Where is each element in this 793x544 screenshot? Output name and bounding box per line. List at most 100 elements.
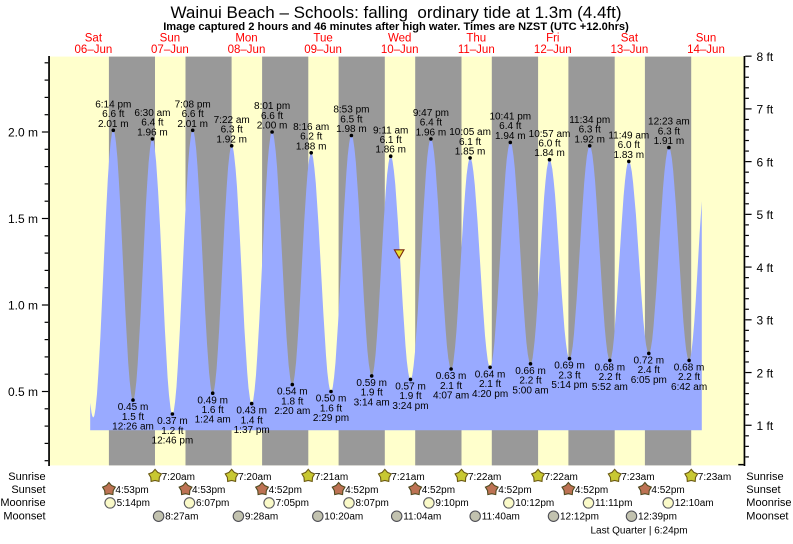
svg-text:6.5 ft: 6.5 ft — [340, 114, 362, 125]
svg-text:8:27am: 8:27am — [165, 512, 198, 523]
svg-text:7 ft: 7 ft — [757, 103, 774, 117]
svg-text:6:14 pm: 6:14 pm — [95, 99, 131, 110]
svg-text:0.54 m: 0.54 m — [277, 387, 308, 398]
svg-text:1.6 ft: 1.6 ft — [202, 405, 224, 416]
svg-text:1.98 m: 1.98 m — [336, 124, 367, 135]
svg-text:1.6 ft: 1.6 ft — [320, 403, 342, 414]
svg-text:11:40am: 11:40am — [482, 512, 520, 523]
svg-text:Moonset: Moonset — [3, 511, 45, 523]
svg-text:0.68 m: 0.68 m — [595, 363, 626, 374]
svg-text:6.6 ft: 6.6 ft — [102, 109, 124, 120]
svg-text:10:12pm: 10:12pm — [515, 498, 554, 509]
svg-text:Fri: Fri — [546, 33, 559, 45]
svg-text:7:23am: 7:23am — [698, 472, 731, 483]
svg-text:09–Jun: 09–Jun — [304, 44, 342, 56]
svg-text:4:20 pm: 4:20 pm — [472, 389, 508, 400]
svg-text:2:29 pm: 2:29 pm — [313, 413, 349, 424]
svg-text:7:20am: 7:20am — [238, 472, 271, 483]
svg-text:Sat: Sat — [85, 33, 103, 45]
svg-text:5:14 pm: 5:14 pm — [551, 380, 587, 391]
svg-text:9:11 am: 9:11 am — [373, 125, 408, 136]
svg-text:7:20am: 7:20am — [162, 472, 195, 483]
svg-text:8:16 am: 8:16 am — [293, 122, 329, 133]
svg-text:2.00 m: 2.00 m — [257, 121, 288, 132]
svg-text:4:52pm: 4:52pm — [269, 485, 302, 496]
svg-text:9:28am: 9:28am — [245, 512, 278, 523]
svg-text:5:14pm: 5:14pm — [117, 498, 150, 509]
svg-text:9:47 pm: 9:47 pm — [413, 108, 449, 119]
svg-text:0.68 m: 0.68 m — [674, 363, 705, 374]
svg-text:07–Jun: 07–Jun — [151, 44, 189, 56]
svg-text:4:52pm: 4:52pm — [345, 485, 378, 496]
svg-text:0.45 m: 0.45 m — [118, 402, 149, 413]
svg-text:1.88 m: 1.88 m — [296, 141, 327, 152]
svg-text:3:14 am: 3:14 am — [354, 397, 390, 408]
svg-text:2.01 m: 2.01 m — [98, 119, 129, 130]
svg-text:Sun: Sun — [696, 33, 716, 45]
svg-text:7:21am: 7:21am — [315, 472, 348, 483]
svg-text:6 ft: 6 ft — [757, 155, 774, 169]
svg-text:6.3 ft: 6.3 ft — [579, 125, 601, 136]
svg-text:1.85 m: 1.85 m — [455, 146, 486, 157]
svg-text:0.57 m: 0.57 m — [395, 382, 426, 393]
svg-text:12:46 pm: 12:46 pm — [152, 436, 194, 447]
svg-text:7:08 pm: 7:08 pm — [175, 99, 211, 110]
svg-text:11:11pm: 11:11pm — [595, 498, 632, 509]
svg-text:1.0 m: 1.0 m — [8, 298, 38, 312]
svg-text:6.2 ft: 6.2 ft — [300, 132, 322, 143]
svg-text:Sat: Sat — [621, 33, 639, 45]
svg-text:Image captured 2 hours and 46: Image captured 2 hours and 46 minutes af… — [163, 21, 629, 33]
svg-text:6:05 pm: 6:05 pm — [631, 375, 667, 386]
svg-text:6.4 ft: 6.4 ft — [141, 118, 163, 129]
svg-text:1:37 pm: 1:37 pm — [234, 425, 270, 436]
svg-text:Sunset: Sunset — [746, 484, 780, 496]
svg-text:6.3 ft: 6.3 ft — [658, 126, 680, 137]
svg-text:1.9 ft: 1.9 ft — [399, 391, 421, 402]
svg-text:1.83 m: 1.83 m — [614, 150, 645, 161]
svg-text:0.37 m: 0.37 m — [157, 416, 188, 427]
svg-text:Moonrise: Moonrise — [0, 497, 45, 509]
svg-text:12:10am: 12:10am — [675, 498, 714, 509]
svg-text:1.5 ft: 1.5 ft — [122, 412, 144, 423]
svg-text:2.0 m: 2.0 m — [8, 125, 38, 139]
svg-text:12:39pm: 12:39pm — [638, 512, 677, 523]
svg-text:1.4 ft: 1.4 ft — [241, 415, 263, 426]
svg-text:12:26 am: 12:26 am — [112, 422, 154, 433]
svg-text:10:57 am: 10:57 am — [529, 129, 571, 140]
svg-text:1.84 m: 1.84 m — [534, 148, 565, 159]
svg-text:7:23am: 7:23am — [621, 472, 654, 483]
svg-text:5:00 am: 5:00 am — [512, 385, 548, 396]
svg-text:0.50 m: 0.50 m — [316, 394, 347, 405]
svg-text:6.1 ft: 6.1 ft — [380, 135, 402, 146]
svg-text:10:05 am: 10:05 am — [449, 127, 491, 138]
svg-text:4:07 am: 4:07 am — [433, 391, 469, 402]
svg-text:0.63 m: 0.63 m — [436, 371, 467, 382]
svg-text:0.49 m: 0.49 m — [197, 395, 228, 406]
svg-text:1.94 m: 1.94 m — [495, 131, 526, 142]
svg-text:1.96 m: 1.96 m — [137, 127, 168, 138]
svg-text:2.2 ft: 2.2 ft — [599, 372, 621, 383]
svg-text:12–Jun: 12–Jun — [534, 44, 572, 56]
svg-text:6.6 ft: 6.6 ft — [261, 111, 283, 122]
svg-text:1.96 m: 1.96 m — [416, 127, 447, 138]
svg-text:8:07pm: 8:07pm — [356, 498, 389, 509]
svg-text:2:20 am: 2:20 am — [274, 406, 310, 417]
svg-text:10–Jun: 10–Jun — [381, 44, 419, 56]
svg-text:1.92 m: 1.92 m — [216, 134, 247, 145]
svg-text:11:04am: 11:04am — [403, 512, 441, 523]
svg-text:8:01 pm: 8:01 pm — [254, 101, 290, 112]
svg-text:7:22 am: 7:22 am — [214, 115, 250, 126]
svg-text:12:23 am: 12:23 am — [648, 117, 690, 128]
svg-text:1.9 ft: 1.9 ft — [361, 388, 383, 399]
svg-text:4:53pm: 4:53pm — [192, 485, 225, 496]
svg-text:1.92 m: 1.92 m — [574, 134, 605, 145]
svg-text:1.2 ft: 1.2 ft — [161, 426, 183, 437]
svg-text:7:05pm: 7:05pm — [276, 498, 309, 509]
svg-text:0.72 m: 0.72 m — [634, 356, 665, 367]
svg-text:4:52pm: 4:52pm — [575, 485, 608, 496]
svg-text:5:52 am: 5:52 am — [592, 382, 628, 393]
svg-text:Sunset: Sunset — [11, 484, 45, 496]
svg-text:0.43 m: 0.43 m — [236, 406, 267, 417]
svg-text:10:41 pm: 10:41 pm — [489, 112, 531, 123]
svg-text:2.4 ft: 2.4 ft — [638, 365, 660, 376]
